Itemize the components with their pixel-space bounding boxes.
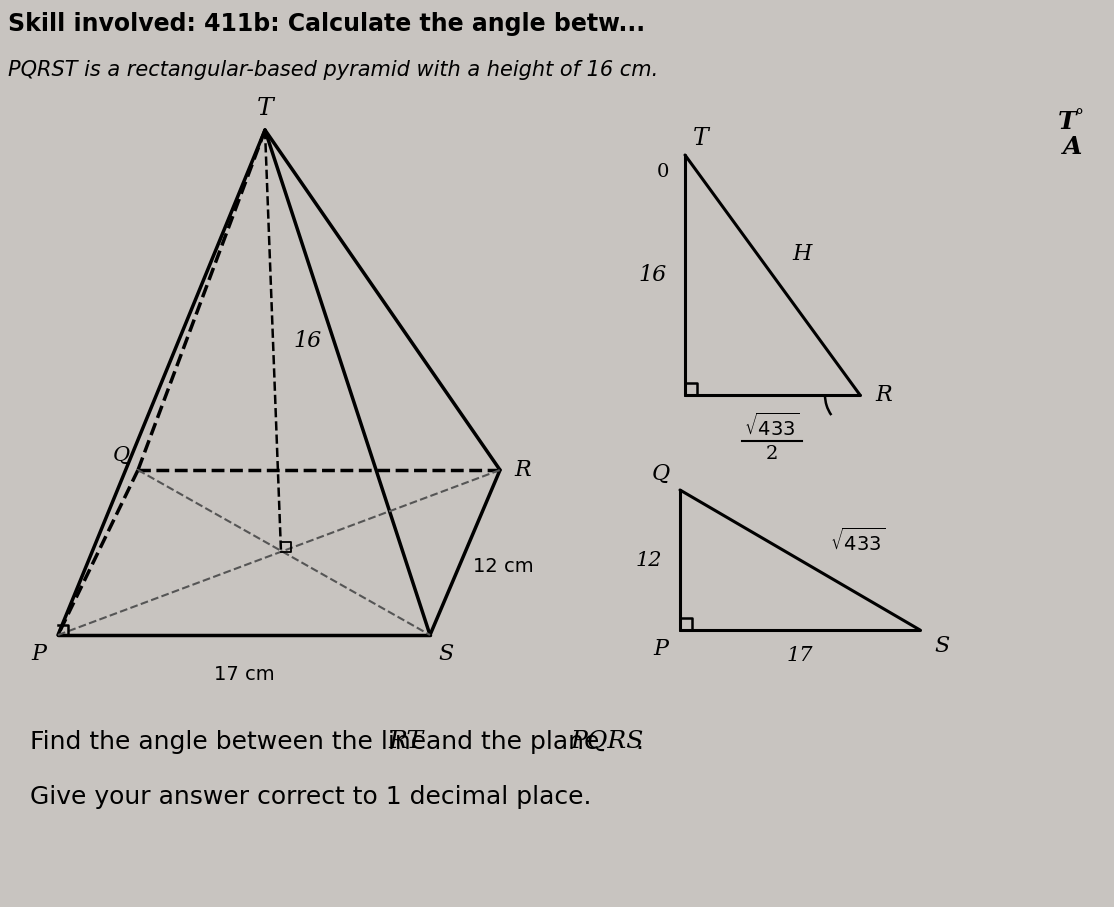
Text: S: S — [438, 643, 453, 665]
Text: 0: 0 — [656, 163, 670, 181]
Text: 12 cm: 12 cm — [473, 557, 534, 576]
Text: Find the angle between the line: Find the angle between the line — [30, 730, 434, 754]
Text: Q: Q — [652, 463, 670, 485]
Text: PQRS: PQRS — [570, 730, 644, 753]
Text: P: P — [653, 638, 668, 660]
Text: and the plane: and the plane — [418, 730, 607, 754]
Text: Skill involved: 411b: Calculate the angle betw...: Skill involved: 411b: Calculate the angl… — [8, 12, 645, 36]
Text: .: . — [635, 730, 643, 754]
Text: $\sqrt{433}$: $\sqrt{433}$ — [830, 528, 886, 555]
Text: Q: Q — [113, 446, 130, 465]
Text: A: A — [1063, 135, 1083, 159]
Text: T: T — [1058, 110, 1076, 134]
Text: Give your answer correct to 1 decimal place.: Give your answer correct to 1 decimal pl… — [30, 785, 592, 809]
Text: °: ° — [1074, 108, 1083, 126]
Text: 16: 16 — [638, 264, 667, 286]
Text: RT: RT — [388, 730, 423, 753]
Text: $\sqrt{433}$: $\sqrt{433}$ — [744, 413, 800, 440]
Text: 2: 2 — [765, 445, 779, 463]
Text: H: H — [792, 243, 811, 265]
Text: 17 cm: 17 cm — [214, 665, 274, 684]
Text: T: T — [693, 127, 709, 150]
Text: R: R — [874, 384, 891, 406]
Text: 12: 12 — [635, 551, 662, 570]
Text: T: T — [256, 97, 273, 120]
Text: P: P — [31, 643, 46, 665]
Text: 17: 17 — [786, 646, 813, 665]
Text: 16: 16 — [293, 330, 321, 352]
Text: PQRST is a rectangular-based pyramid with a height of 16 cm.: PQRST is a rectangular-based pyramid wit… — [8, 60, 658, 80]
Text: R: R — [514, 459, 530, 481]
Text: S: S — [934, 635, 949, 657]
